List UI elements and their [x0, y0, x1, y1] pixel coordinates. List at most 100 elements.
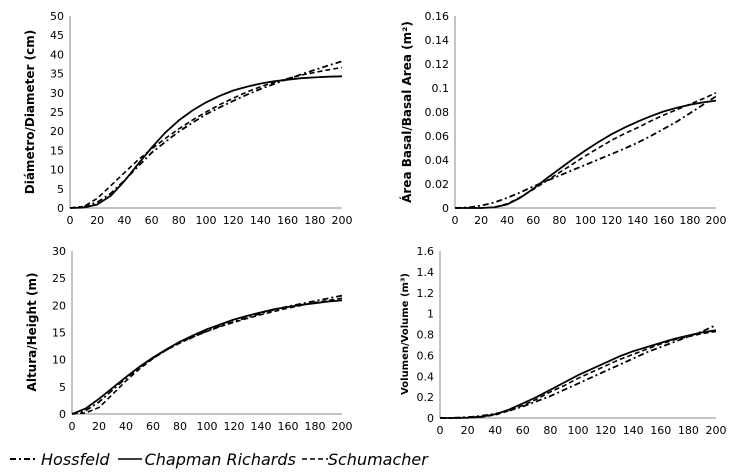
x-tick-label: 180: [678, 424, 699, 437]
legend-swatch-hossfeld: [10, 458, 38, 460]
y-tick-label: 5: [57, 183, 64, 196]
series-line-schumacher: [71, 297, 343, 415]
y-tick-label: 0.1: [432, 82, 450, 95]
x-tick-label: 160: [277, 214, 298, 227]
series-line-chapman-richards: [69, 75, 343, 209]
series-line-hossfeld: [454, 95, 717, 209]
y-tick-label: 40: [50, 48, 64, 61]
legend-item-chapman-richards: Chapman Richards: [117, 449, 296, 469]
x-tick-label: 40: [488, 424, 502, 437]
series-line-hossfeld: [71, 294, 343, 415]
x-tick-label: 180: [304, 214, 325, 227]
y-axis-label: Diámetro/Diameter (cm): [23, 30, 37, 194]
x-tick-label: 60: [516, 424, 530, 437]
basal-area-chart: 0 0.02 0.04 0.06 0.08 0.1 0.12 0.14 0.16 0 20 40 60 8…: [399, 10, 727, 227]
y-tick-label: 0.4: [417, 370, 435, 383]
x-tick-label: 20: [474, 214, 488, 227]
x-tick-label: 80: [552, 214, 566, 227]
y-tick-label: 0.16: [425, 10, 450, 23]
x-tick-label: 200: [332, 214, 353, 227]
x-tick-label: 40: [117, 214, 131, 227]
y-tick-label: 1.2: [417, 287, 435, 300]
series-line-schumacher: [69, 66, 343, 209]
x-tick-label: 0: [452, 214, 459, 227]
y-tick-label: 10: [52, 354, 66, 367]
x-tick-label: 100: [568, 424, 589, 437]
y-tick-label: 25: [50, 106, 64, 119]
y-tick-label: 30: [50, 87, 64, 100]
y-tick-label: 1.6: [417, 245, 435, 258]
legend-swatch-chapman-richards: [117, 458, 142, 460]
y-tick-label: 0: [427, 412, 434, 425]
y-tick-label: 50: [50, 10, 64, 23]
x-tick-label: 80: [172, 214, 186, 227]
x-tick-label: 160: [650, 424, 671, 437]
y-tick-label: 0.6: [417, 349, 435, 362]
y-tick-label: 0.8: [417, 329, 435, 342]
x-tick-label: 20: [92, 420, 106, 433]
x-tick-label: 0: [437, 424, 444, 437]
y-tick-label: 0.2: [417, 391, 435, 404]
x-tick-label: 140: [250, 214, 271, 227]
legend-swatch-schumacher: [301, 458, 328, 460]
y-tick-label: 35: [50, 68, 64, 81]
x-tick-label: 60: [526, 214, 540, 227]
y-tick-label: 0.12: [425, 58, 450, 71]
x-tick-label: 160: [278, 420, 299, 433]
x-tick-label: 140: [627, 214, 648, 227]
y-tick-label: 25: [52, 272, 66, 285]
x-tick-label: 60: [146, 420, 160, 433]
y-tick-label: 0: [59, 408, 66, 421]
x-tick-label: 180: [305, 420, 326, 433]
x-tick-label: 120: [224, 420, 245, 433]
x-tick-label: 120: [595, 424, 616, 437]
series-line-hossfeld: [69, 60, 343, 209]
x-tick-label: 120: [601, 214, 622, 227]
y-tick-label: 15: [50, 144, 64, 157]
x-tick-label: 100: [575, 214, 596, 227]
x-tick-label: 20: [90, 214, 104, 227]
series-line-chapman-richards: [71, 299, 343, 415]
y-tick-label: 10: [50, 164, 64, 177]
y-tick-label: 0.06: [425, 130, 450, 143]
height-chart: 0 5 10 15 20 25 30 0 20 40 60 80 100 120 140 160 180 200 A…: [25, 245, 353, 433]
series-line-schumacher: [440, 330, 717, 419]
x-tick-label: 40: [119, 420, 133, 433]
y-tick-label: 30: [52, 245, 66, 258]
x-tick-label: 100: [196, 214, 217, 227]
legend-item-hossfeld: Hossfeld: [10, 450, 110, 469]
x-tick-label: 40: [500, 214, 514, 227]
diameter-chart: 0 5 10 15 20 25 30 35 40 45 50 0 20 40 60 80 100 120 140 16…: [23, 10, 353, 227]
legend: Hossfeld Chapman Richards Schumacher: [10, 448, 428, 470]
y-tick-label: 1: [427, 308, 434, 321]
x-tick-label: 20: [461, 424, 475, 437]
x-tick-label: 160: [653, 214, 674, 227]
x-tick-label: 120: [223, 214, 244, 227]
series-line-chapman-richards: [455, 99, 717, 209]
y-tick-label: 1.4: [417, 266, 435, 279]
x-tick-label: 0: [69, 420, 76, 433]
y-tick-label: 45: [50, 29, 64, 42]
y-tick-label: 15: [52, 327, 66, 340]
x-tick-label: 0: [67, 214, 74, 227]
volume-chart: 0 0.2 0.4 0.6 0.8 1 1.2 1.4 1.6 0 20 40 60 80 100 120 14…: [400, 245, 727, 437]
x-tick-label: 200: [332, 420, 353, 433]
series-line-schumacher: [455, 92, 717, 209]
y-tick-label: 0.08: [425, 106, 450, 119]
legend-item-schumacher: Schumacher: [301, 450, 428, 469]
x-tick-label: 100: [197, 420, 218, 433]
y-tick-label: 0.02: [425, 178, 450, 191]
y-tick-label: 20: [50, 125, 64, 138]
x-tick-label: 140: [623, 424, 644, 437]
x-tick-label: 60: [145, 214, 159, 227]
x-tick-label: 80: [543, 424, 557, 437]
y-axis-label: Área Basal/Basal Area (m²): [399, 21, 414, 203]
legend-label-chapman-richards: Chapman Richards: [144, 449, 296, 469]
x-tick-label: 80: [173, 420, 187, 433]
y-tick-label: 20: [52, 299, 66, 312]
y-tick-label: 0: [57, 202, 64, 215]
x-tick-label: 140: [251, 420, 272, 433]
y-tick-label: 0: [442, 202, 449, 215]
x-tick-label: 200: [706, 214, 727, 227]
